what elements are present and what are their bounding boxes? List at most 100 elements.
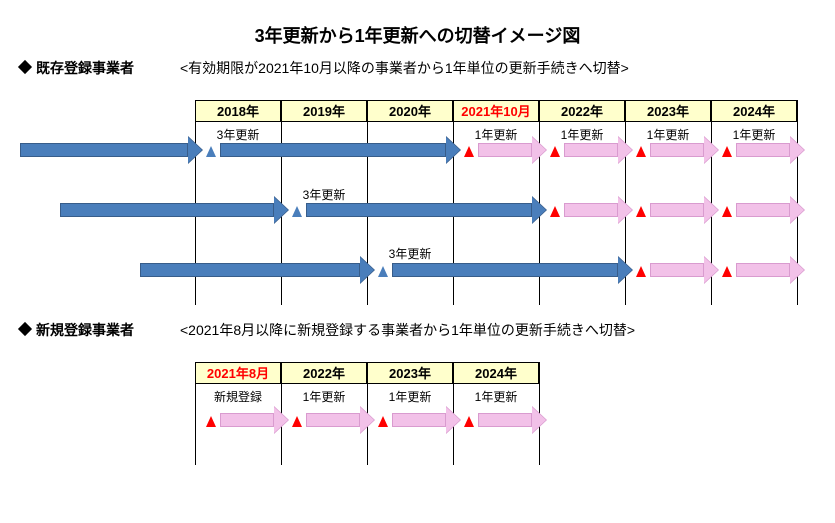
timeline-arrow bbox=[736, 143, 804, 157]
renewal-marker-icon bbox=[722, 266, 732, 277]
timeline-arrow bbox=[392, 263, 632, 277]
arrow-shaft bbox=[650, 203, 704, 217]
timeline-arrow bbox=[392, 413, 460, 427]
renewal-marker-icon bbox=[292, 206, 302, 217]
period-sublabel: 1年更新 bbox=[453, 126, 539, 143]
renewal-marker-icon bbox=[636, 146, 646, 157]
renewal-marker-icon bbox=[378, 416, 388, 427]
year-header: 2023年 bbox=[367, 362, 453, 384]
period-sublabel: 3年更新 bbox=[367, 245, 453, 262]
timeline-arrow bbox=[478, 143, 546, 157]
arrow-shaft bbox=[564, 143, 618, 157]
year-header: 2022年 bbox=[281, 362, 367, 384]
renewal-marker-icon bbox=[464, 416, 474, 427]
timeline-arrow bbox=[60, 203, 288, 217]
arrow-shaft bbox=[20, 143, 188, 157]
arrow-shaft bbox=[736, 203, 790, 217]
diamond-icon bbox=[18, 322, 32, 336]
arrow-shaft bbox=[650, 143, 704, 157]
arrow-head-icon bbox=[704, 197, 718, 223]
arrow-head-icon bbox=[790, 257, 804, 283]
renewal-marker-icon bbox=[636, 206, 646, 217]
period-sublabel: 1年更新 bbox=[453, 388, 539, 405]
arrow-shaft bbox=[564, 203, 618, 217]
arrow-shaft bbox=[392, 413, 446, 427]
arrow-head-icon bbox=[704, 257, 718, 283]
renewal-marker-icon bbox=[206, 146, 216, 157]
timeline-arrow bbox=[736, 263, 804, 277]
timeline-arrow bbox=[564, 203, 632, 217]
arrow-shaft bbox=[220, 143, 446, 157]
arrow-head-icon bbox=[274, 407, 288, 433]
arrow-shaft bbox=[60, 203, 274, 217]
timeline-arrow bbox=[564, 143, 632, 157]
arrow-shaft bbox=[306, 203, 532, 217]
arrow-shaft bbox=[140, 263, 360, 277]
period-sublabel: 1年更新 bbox=[625, 126, 711, 143]
arrow-head-icon bbox=[704, 137, 718, 163]
timeline-arrow bbox=[650, 263, 718, 277]
timeline-arrow bbox=[478, 413, 546, 427]
timeline-arrow bbox=[306, 203, 546, 217]
year-header: 2021年8月 bbox=[195, 362, 281, 384]
arrow-shaft bbox=[306, 413, 360, 427]
timeline-arrow bbox=[220, 143, 460, 157]
section1-subtitle: <有効期限が2021年10月以降の事業者から1年単位の更新手続きへ切替> bbox=[180, 58, 629, 78]
timeline-arrow bbox=[140, 263, 374, 277]
period-sublabel: 3年更新 bbox=[195, 126, 281, 143]
arrow-shaft bbox=[736, 143, 790, 157]
arrow-head-icon bbox=[360, 407, 374, 433]
page-title: 3年更新から1年更新への切替イメージ図 bbox=[0, 22, 835, 48]
arrow-shaft bbox=[478, 413, 532, 427]
arrow-shaft bbox=[736, 263, 790, 277]
section2-label-text: 新規登録事業者 bbox=[36, 322, 134, 338]
renewal-marker-icon bbox=[378, 266, 388, 277]
timeline-arrow bbox=[650, 203, 718, 217]
renewal-marker-icon bbox=[292, 416, 302, 427]
renewal-marker-icon bbox=[636, 266, 646, 277]
period-sublabel: 3年更新 bbox=[281, 186, 367, 203]
section1-label-text: 既存登録事業者 bbox=[36, 60, 134, 76]
arrow-head-icon bbox=[532, 407, 546, 433]
period-sublabel: 1年更新 bbox=[711, 126, 797, 143]
year-header: 2019年 bbox=[281, 100, 367, 122]
diamond-icon bbox=[18, 60, 32, 74]
section2-label: 新規登録事業者 bbox=[20, 320, 134, 340]
arrow-head-icon bbox=[360, 257, 374, 283]
year-header: 2021年10月 bbox=[453, 100, 539, 122]
arrow-shaft bbox=[650, 263, 704, 277]
arrow-shaft bbox=[478, 143, 532, 157]
renewal-marker-icon bbox=[550, 206, 560, 217]
arrow-head-icon bbox=[790, 197, 804, 223]
timeline-arrow bbox=[650, 143, 718, 157]
renewal-marker-icon bbox=[722, 146, 732, 157]
year-header: 2022年 bbox=[539, 100, 625, 122]
arrow-head-icon bbox=[618, 257, 632, 283]
period-sublabel: 1年更新 bbox=[539, 126, 625, 143]
period-sublabel: 1年更新 bbox=[281, 388, 367, 405]
arrow-head-icon bbox=[532, 197, 546, 223]
arrow-head-icon bbox=[446, 407, 460, 433]
year-header: 2024年 bbox=[453, 362, 539, 384]
arrow-head-icon bbox=[188, 137, 202, 163]
arrow-shaft bbox=[392, 263, 618, 277]
arrow-head-icon bbox=[790, 137, 804, 163]
year-header: 2023年 bbox=[625, 100, 711, 122]
arrow-head-icon bbox=[618, 197, 632, 223]
section2-subtitle: <2021年8月以降に新規登録する事業者から1年単位の更新手続きへ切替> bbox=[180, 320, 635, 340]
arrow-head-icon bbox=[532, 137, 546, 163]
period-sublabel: 1年更新 bbox=[367, 388, 453, 405]
timeline-arrow bbox=[20, 143, 202, 157]
renewal-marker-icon bbox=[550, 146, 560, 157]
timeline-arrow bbox=[220, 413, 288, 427]
timeline-arrow bbox=[736, 203, 804, 217]
timeline-arrow bbox=[306, 413, 374, 427]
arrow-head-icon bbox=[274, 197, 288, 223]
renewal-marker-icon bbox=[206, 416, 216, 427]
year-header: 2018年 bbox=[195, 100, 281, 122]
arrow-head-icon bbox=[446, 137, 460, 163]
year-header: 2020年 bbox=[367, 100, 453, 122]
arrow-head-icon bbox=[618, 137, 632, 163]
year-header: 2024年 bbox=[711, 100, 797, 122]
arrow-shaft bbox=[220, 413, 274, 427]
